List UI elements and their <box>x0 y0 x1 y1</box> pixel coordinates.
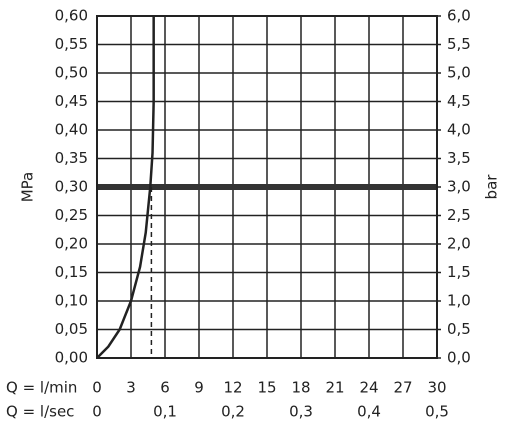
x-tick-label: 3 <box>126 379 136 397</box>
y2-tick-label: 3,0 <box>447 178 471 196</box>
x2-tick-label: 0,3 <box>289 403 313 421</box>
x-tick-label: 27 <box>393 379 412 397</box>
y-tick-label: 0,50 <box>55 64 88 82</box>
x2-tick-label: 0,1 <box>153 403 177 421</box>
y2-tick-label: 4,5 <box>447 92 471 110</box>
y-axis-label: MPa <box>19 172 37 203</box>
y-tick-label: 0,20 <box>55 235 88 253</box>
x-tick-label: 15 <box>257 379 276 397</box>
x2-tick-label: 0 <box>92 403 102 421</box>
y-tick-label: 0,60 <box>55 7 88 25</box>
y2-tick-label: 5,5 <box>447 35 471 53</box>
y2-tick-label: 1,5 <box>447 263 471 281</box>
x-tick-label: 18 <box>291 379 310 397</box>
x-tick-label: 30 <box>427 379 446 397</box>
x-axis-label: Q = l/min <box>6 379 77 397</box>
y2-tick-label: 5,0 <box>447 64 471 82</box>
y-tick-label: 0,15 <box>55 263 88 281</box>
x2-axis-label: Q = l/sec <box>6 403 74 421</box>
x-tick-label: 6 <box>160 379 170 397</box>
x2-tick-label: 0,4 <box>357 403 381 421</box>
y2-tick-label: 0,5 <box>447 320 471 338</box>
curve <box>96 16 155 359</box>
y2-tick-label: 2,5 <box>447 206 471 224</box>
y2-tick-label: 6,0 <box>447 7 471 25</box>
y-tick-label: 0,55 <box>55 35 88 53</box>
y-tick-label: 0,00 <box>55 349 88 367</box>
x-tick-label: 24 <box>359 379 378 397</box>
y2-tick-label: 4,0 <box>447 121 471 139</box>
y2-tick-label: 3,5 <box>447 149 471 167</box>
y-tick-label: 0,25 <box>55 206 88 224</box>
y-tick-label: 0,30 <box>55 178 88 196</box>
x2-tick-label: 0,5 <box>425 403 449 421</box>
y-tick-label: 0,35 <box>55 149 88 167</box>
plot-frame <box>96 15 438 359</box>
y2-tick-label: 0,0 <box>447 349 471 367</box>
y-tick-label: 0,10 <box>55 292 88 310</box>
y-tick-label: 0,45 <box>55 92 88 110</box>
y-tick-label: 0,05 <box>55 320 88 338</box>
y2-tick-label: 1,0 <box>447 292 471 310</box>
x-tick-label: 9 <box>194 379 204 397</box>
x-tick-label: 12 <box>223 379 242 397</box>
y2-axis-label: bar <box>483 174 501 200</box>
y2-tick-label: 2,0 <box>447 235 471 253</box>
x2-tick-label: 0,2 <box>221 403 245 421</box>
x-tick-label: 0 <box>92 379 102 397</box>
x-tick-label: 21 <box>325 379 344 397</box>
y-tick-label: 0,40 <box>55 121 88 139</box>
